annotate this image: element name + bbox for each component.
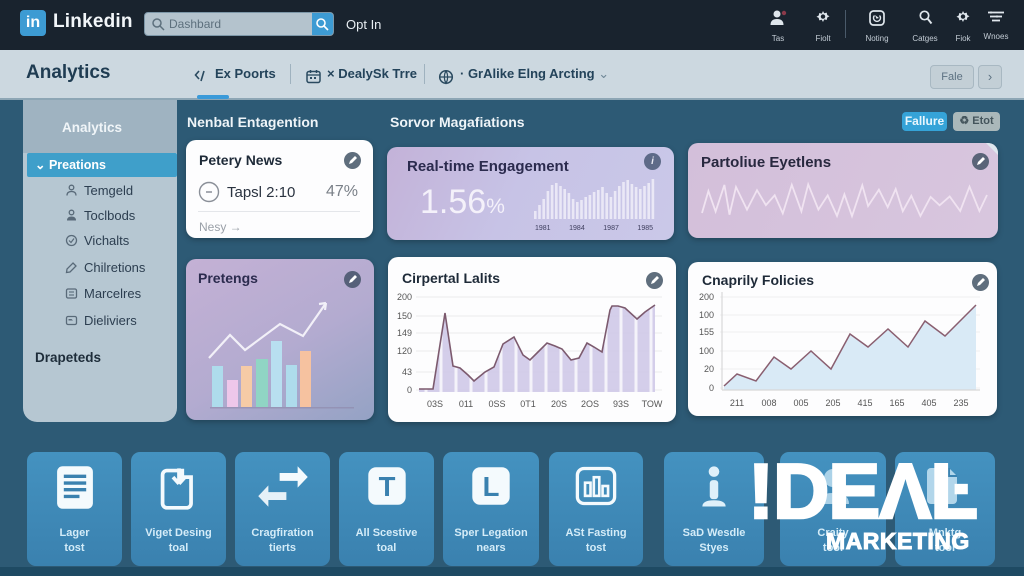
svg-text:120: 120: [397, 346, 412, 356]
svg-text:211: 211: [730, 398, 744, 408]
svg-text:155: 155: [699, 327, 714, 337]
svg-text:0: 0: [407, 385, 412, 395]
svg-text:100: 100: [699, 310, 714, 320]
svg-text:149: 149: [397, 328, 412, 338]
svg-text:235: 235: [953, 398, 968, 408]
svg-text:008: 008: [761, 398, 776, 408]
svg-text:150: 150: [397, 311, 412, 321]
svg-text:43: 43: [402, 367, 412, 377]
svg-text:200: 200: [397, 292, 412, 302]
svg-text:011: 011: [459, 399, 473, 409]
svg-text:205: 205: [825, 398, 840, 408]
svg-text:93S: 93S: [613, 399, 629, 409]
svg-text:0T1: 0T1: [520, 399, 536, 409]
svg-text:20S: 20S: [551, 399, 567, 409]
svg-text:0: 0: [709, 383, 714, 393]
svg-text:405: 405: [921, 398, 936, 408]
svg-text:2OS: 2OS: [581, 399, 599, 409]
svg-text:TOW: TOW: [642, 399, 663, 409]
svg-text:L: L: [483, 471, 500, 502]
svg-text:03S: 03S: [427, 399, 443, 409]
svg-text:005: 005: [793, 398, 808, 408]
svg-text:100: 100: [699, 346, 714, 356]
svg-text:T: T: [378, 471, 395, 502]
svg-text:0SS: 0SS: [488, 399, 505, 409]
svg-text:20: 20: [704, 364, 714, 374]
svg-text:200: 200: [699, 292, 714, 302]
svg-text:165: 165: [889, 398, 904, 408]
svg-text:415: 415: [857, 398, 872, 408]
